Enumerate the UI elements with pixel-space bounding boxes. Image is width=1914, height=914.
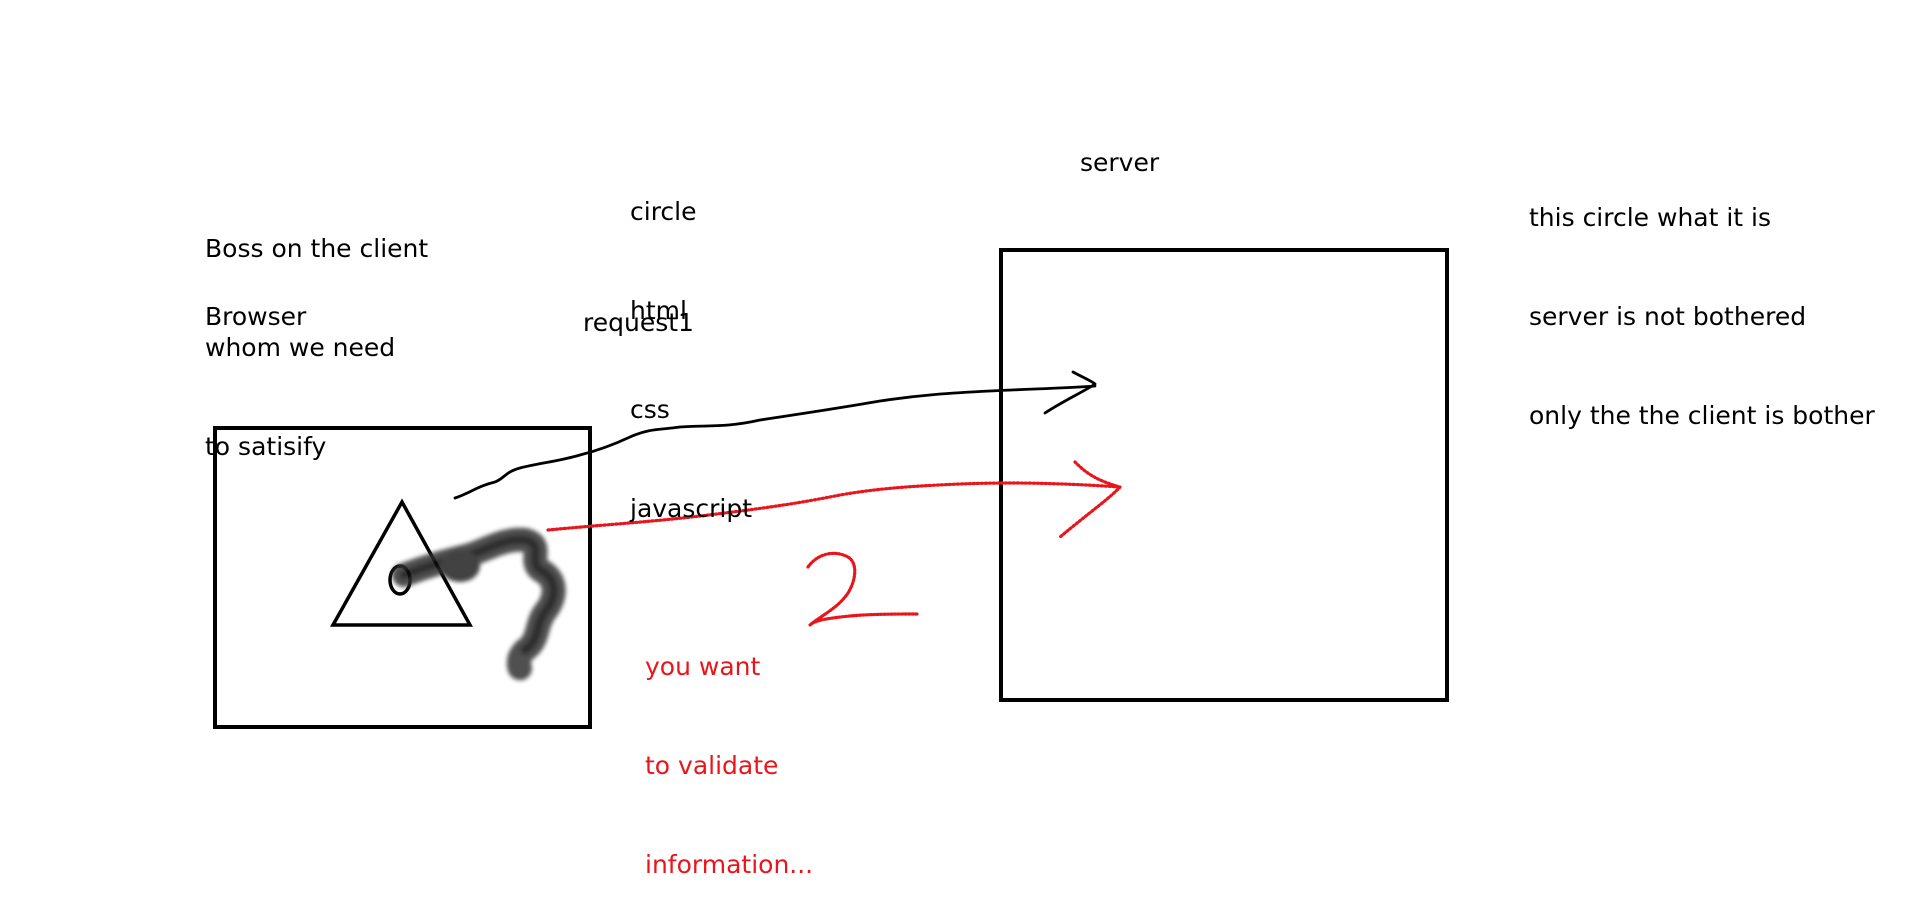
tech-list-item: html [630,296,687,325]
browser-label: Browser [205,302,307,331]
tech-list-item: circle [630,197,697,226]
client-notes-line: to satisify [205,432,327,461]
tech-list-item: css [630,395,670,424]
server-label: server [1080,148,1160,177]
validate-note: you want to validate information... [645,584,813,914]
tech-list-item: javascript [630,494,753,523]
client-notes: Boss on the client whom we need to satis… [205,166,428,496]
validation-arrow-line [546,481,1122,532]
server-box [999,248,1449,702]
server-notes-line: only the the client is bother [1529,401,1875,430]
browser-box [213,426,592,729]
validate-note-line: to validate [645,751,779,780]
validate-note-line: information... [645,850,814,879]
validate-note-line: you want [645,652,761,681]
request-label: request1 [583,308,694,337]
server-notes-line: server is not bothered [1529,302,1807,331]
request-arrow-line [453,384,1097,500]
tech-list: circle html css javascript [630,129,752,558]
server-notes: this circle what it is server is not bot… [1529,135,1875,465]
server-notes-line: this circle what it is [1529,203,1772,232]
step-two-text: 2 [0,0,1,1]
client-notes-line: whom we need [205,333,396,362]
client-notes-line: Boss on the client [205,234,429,263]
request-arrow-head [1043,370,1097,415]
whiteboard-canvas: 2 [0,0,1449,729]
validation-arrow-head [1058,460,1122,539]
smudged-scribble [392,527,566,681]
step-two-numeral [806,551,920,627]
